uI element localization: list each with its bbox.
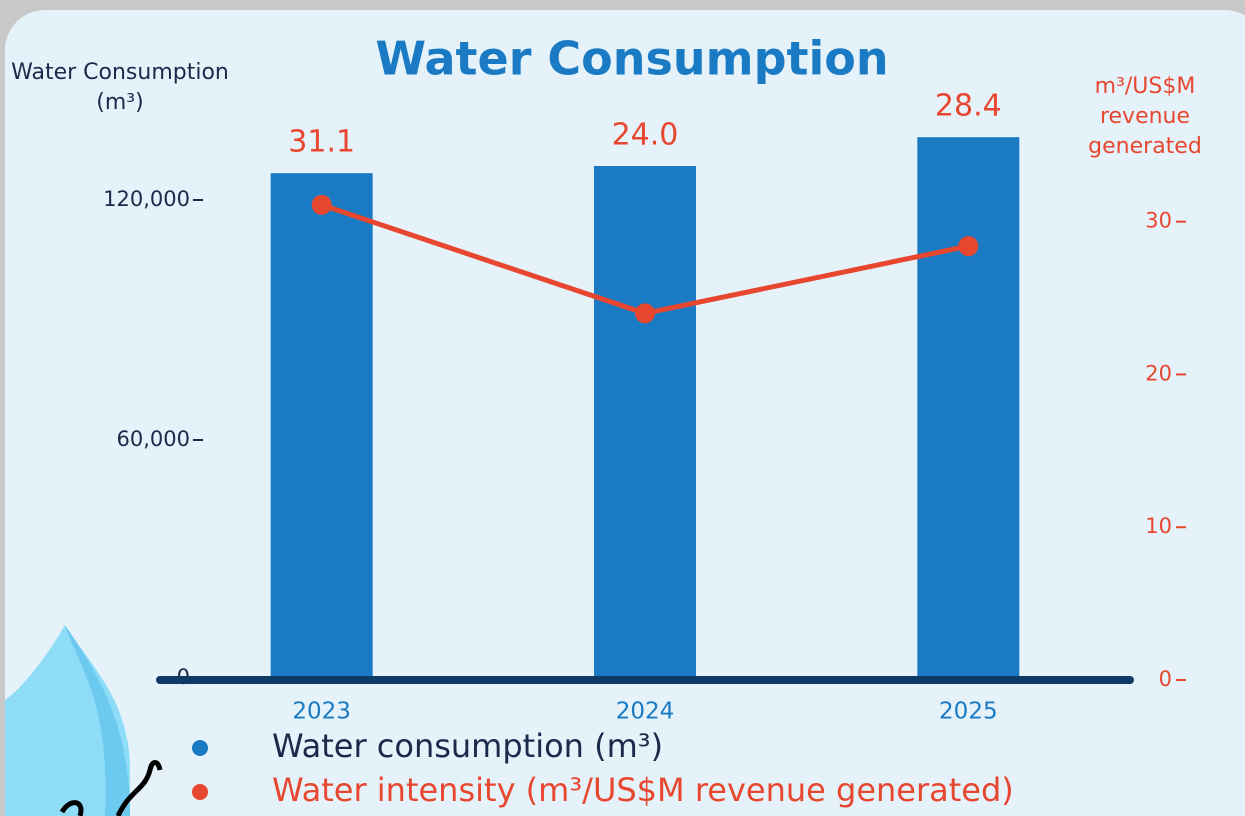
y2-axis-title: m³/US$M revenue generated: [1060, 72, 1230, 162]
y-axis-title-box: Water Consumption (m³): [10, 58, 230, 158]
legend-label: Water consumption (m³): [272, 727, 663, 765]
y-tick-label: 60,000: [117, 427, 190, 451]
data-label: 31.1: [288, 125, 355, 160]
y-tick-label: 120,000: [103, 187, 190, 211]
x-tick-label: 2025: [939, 699, 998, 725]
y2-tick-label: 10: [1145, 514, 1172, 538]
point: [312, 195, 332, 215]
y2-axis-title-box: m³/US$M revenue generated: [1060, 72, 1230, 182]
point: [958, 236, 978, 256]
point: [635, 303, 655, 323]
data-label: 28.4: [935, 89, 1002, 124]
legend-marker: [192, 784, 208, 800]
bar: [594, 166, 696, 680]
legend-label: Water intensity (m³/US$M revenue generat…: [272, 771, 1014, 809]
chart: Water Consumption Water Consumption (m³)…: [0, 0, 1245, 816]
y2-tick-label: 0: [1159, 667, 1172, 691]
y2-tick-label: 20: [1145, 361, 1172, 385]
chart-title: Water Consumption: [375, 32, 888, 86]
x-tick-label: 2024: [616, 699, 675, 725]
data-label: 24.0: [612, 118, 679, 153]
y-axis-title: Water Consumption (m³): [10, 58, 230, 118]
y2-tick-label: 30: [1145, 209, 1172, 233]
bar: [917, 137, 1019, 680]
bar: [271, 173, 373, 680]
x-tick-label: 2023: [292, 699, 351, 725]
legend-marker: [192, 740, 208, 756]
